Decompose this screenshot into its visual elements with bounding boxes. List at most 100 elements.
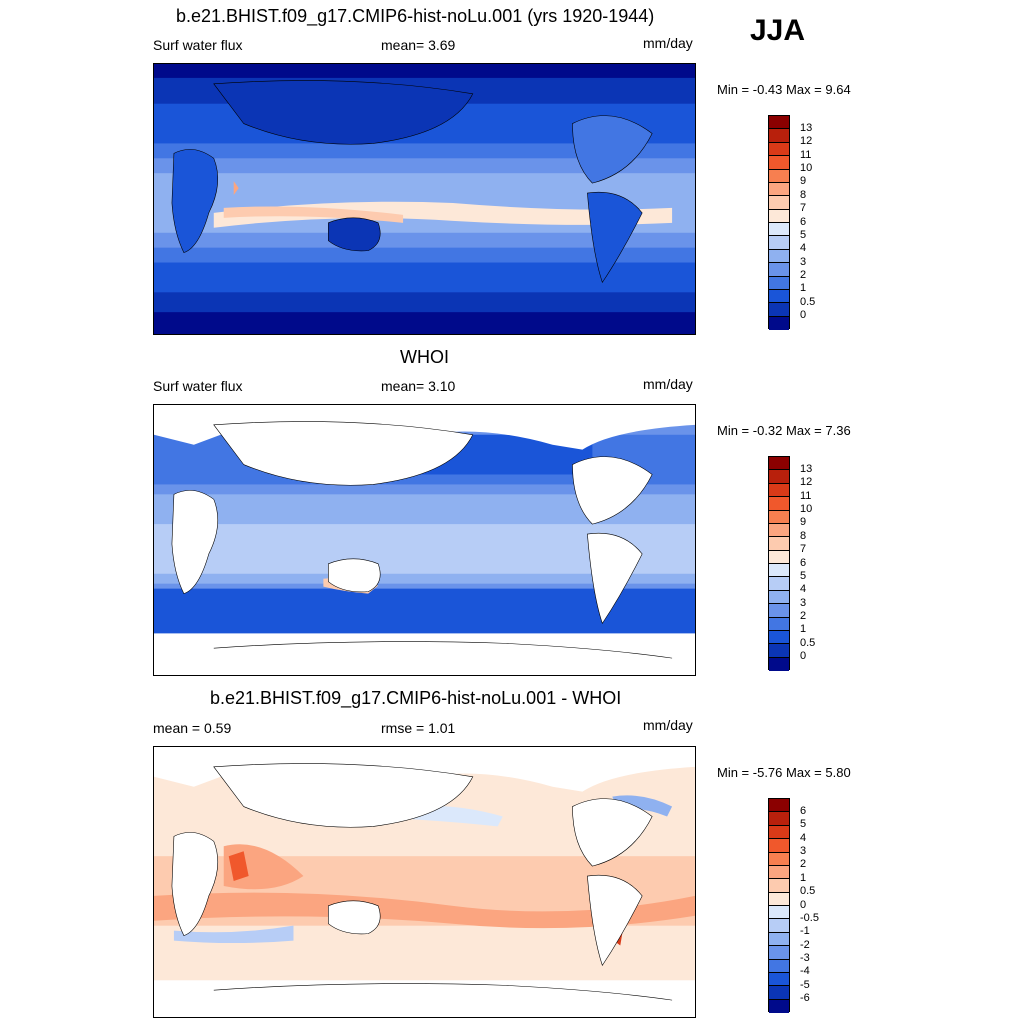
- colorbar-segment: [769, 959, 789, 973]
- colorbar-tick-label: 10: [800, 503, 813, 515]
- colorbar-segment: [769, 316, 789, 330]
- colorbar-tick-label: 1: [800, 871, 807, 884]
- colorbar-segment: [769, 617, 789, 631]
- colorbar-segment: [769, 812, 789, 826]
- colorbar-segment: [769, 142, 789, 157]
- colorbar-segment: [769, 932, 789, 947]
- colorbar-segment: [769, 457, 789, 471]
- mean-label: mean = 0.59: [153, 720, 232, 736]
- colorbar-tick-label: 7: [800, 543, 807, 556]
- colorbar-segment: [769, 510, 789, 524]
- colorbar-segment: [769, 263, 789, 277]
- colorbar-segment: [769, 483, 789, 498]
- season-label: JJA: [750, 14, 806, 47]
- panel-title: WHOI: [400, 347, 449, 367]
- colorbar-tick-label: 13: [800, 121, 813, 134]
- colorbar-tick-label: 3: [800, 255, 807, 268]
- colorbar-segment: [769, 523, 789, 538]
- colorbar-segment: [769, 799, 789, 813]
- colorbar-segment: [769, 919, 789, 933]
- colorbar-segment: [769, 644, 789, 658]
- colorbar: [768, 798, 790, 1013]
- colorbar-segment: [769, 289, 789, 304]
- colorbar-segment: [769, 577, 789, 591]
- colorbar-tick-label: 0: [800, 650, 807, 663]
- colorbar-tick-label: -4: [800, 965, 810, 978]
- colorbar-segment: [769, 182, 789, 197]
- colorbar-tick-label: 5: [800, 818, 807, 831]
- colorbar-tick-label: 8: [800, 529, 807, 542]
- colorbar: [768, 115, 790, 330]
- colorbar-tick-label: 2: [800, 610, 807, 622]
- map-model: [153, 63, 696, 335]
- colorbar-tick-label: 7: [800, 202, 807, 215]
- colorbar-segment: [769, 169, 789, 183]
- colorbar-tick-label: 5: [800, 569, 807, 582]
- colorbar-segment: [769, 550, 789, 564]
- mean-label: mean= 3.10: [381, 378, 456, 394]
- colorbar-segment: [769, 657, 789, 671]
- colorbar-segment: [769, 470, 789, 484]
- minmax-label: Min = -0.32 Max = 7.36: [717, 423, 851, 438]
- colorbar-tick-label: 4: [800, 583, 807, 596]
- colorbar-tick-label: 0: [800, 309, 807, 322]
- colorbar-segment: [769, 865, 789, 880]
- colorbar-segment: [769, 972, 789, 987]
- colorbar-tick-label: 10: [800, 162, 813, 174]
- colorbar-tick-label: 9: [800, 516, 807, 529]
- units-label: mm/day: [643, 376, 693, 392]
- colorbar-tick-label: 8: [800, 188, 807, 201]
- colorbar-tick-label: -3: [800, 952, 810, 964]
- colorbar-tick-label: 6: [800, 556, 807, 569]
- colorbar-segment: [769, 129, 789, 143]
- colorbar-tick-label: 3: [800, 845, 807, 857]
- colorbar-tick-label: -0.5: [800, 911, 819, 924]
- colorbar-tick-label: -5: [800, 978, 810, 991]
- colorbar-tick-label: 12: [800, 135, 813, 148]
- colorbar-tick-label: 11: [800, 489, 812, 502]
- colorbar-segment: [769, 564, 789, 578]
- colorbar-tick-label: -2: [800, 938, 810, 951]
- rmse-label: rmse = 1.01: [381, 720, 456, 736]
- minmax-label: Min = -5.76 Max = 5.80: [717, 765, 851, 780]
- mean-label: mean= 3.69: [381, 37, 456, 53]
- colorbar-segment: [769, 999, 789, 1013]
- colorbar-tick-label: 1: [800, 623, 807, 636]
- colorbar-tick-label: 2: [800, 269, 807, 281]
- colorbar-segment: [769, 590, 789, 605]
- colorbar-segment: [769, 303, 789, 317]
- colorbar-segment: [769, 223, 789, 237]
- colorbar-segment: [769, 839, 789, 853]
- minmax-label: Min = -0.43 Max = 9.64: [717, 82, 851, 97]
- colorbar-segment: [769, 236, 789, 250]
- variable-label: Surf water flux: [153, 378, 243, 394]
- colorbar-tick-label: 4: [800, 242, 807, 255]
- colorbar-tick-label: -1: [800, 925, 810, 938]
- colorbar-segment: [769, 825, 789, 840]
- colorbar-segment: [769, 116, 789, 130]
- colorbar-segment: [769, 196, 789, 210]
- colorbar-tick-label: 1: [800, 282, 807, 295]
- colorbar-tick-label: -6: [800, 992, 810, 1005]
- colorbar-tick-label: 0: [800, 898, 807, 911]
- colorbar-tick-label: 6: [800, 215, 807, 228]
- colorbar-segment: [769, 604, 789, 618]
- map-observation: [153, 404, 696, 676]
- colorbar-segment: [769, 879, 789, 893]
- panel-title: b.e21.BHIST.f09_g17.CMIP6-hist-noLu.001 …: [210, 688, 622, 708]
- colorbar-segment: [769, 852, 789, 866]
- colorbar-tick-label: 6: [800, 804, 807, 817]
- colorbar-tick-label: 0.5: [800, 885, 816, 898]
- colorbar-segment: [769, 249, 789, 264]
- colorbar-tick-label: 2: [800, 858, 807, 871]
- colorbar-segment: [769, 276, 789, 290]
- colorbar-segment: [769, 906, 789, 920]
- colorbar-tick-label: 4: [800, 831, 807, 844]
- colorbar-tick-label: 0.5: [800, 295, 816, 308]
- colorbar-tick-label: 13: [800, 462, 813, 475]
- colorbar-tick-label: 11: [800, 148, 812, 161]
- colorbar-segment: [769, 209, 789, 223]
- variable-label: Surf water flux: [153, 37, 243, 53]
- colorbar-tick-label: 0.5: [800, 636, 816, 649]
- units-label: mm/day: [643, 35, 693, 51]
